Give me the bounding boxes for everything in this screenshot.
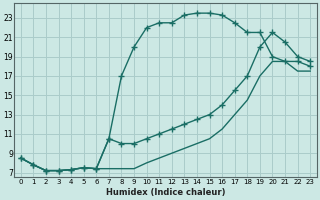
X-axis label: Humidex (Indice chaleur): Humidex (Indice chaleur) <box>106 188 225 197</box>
